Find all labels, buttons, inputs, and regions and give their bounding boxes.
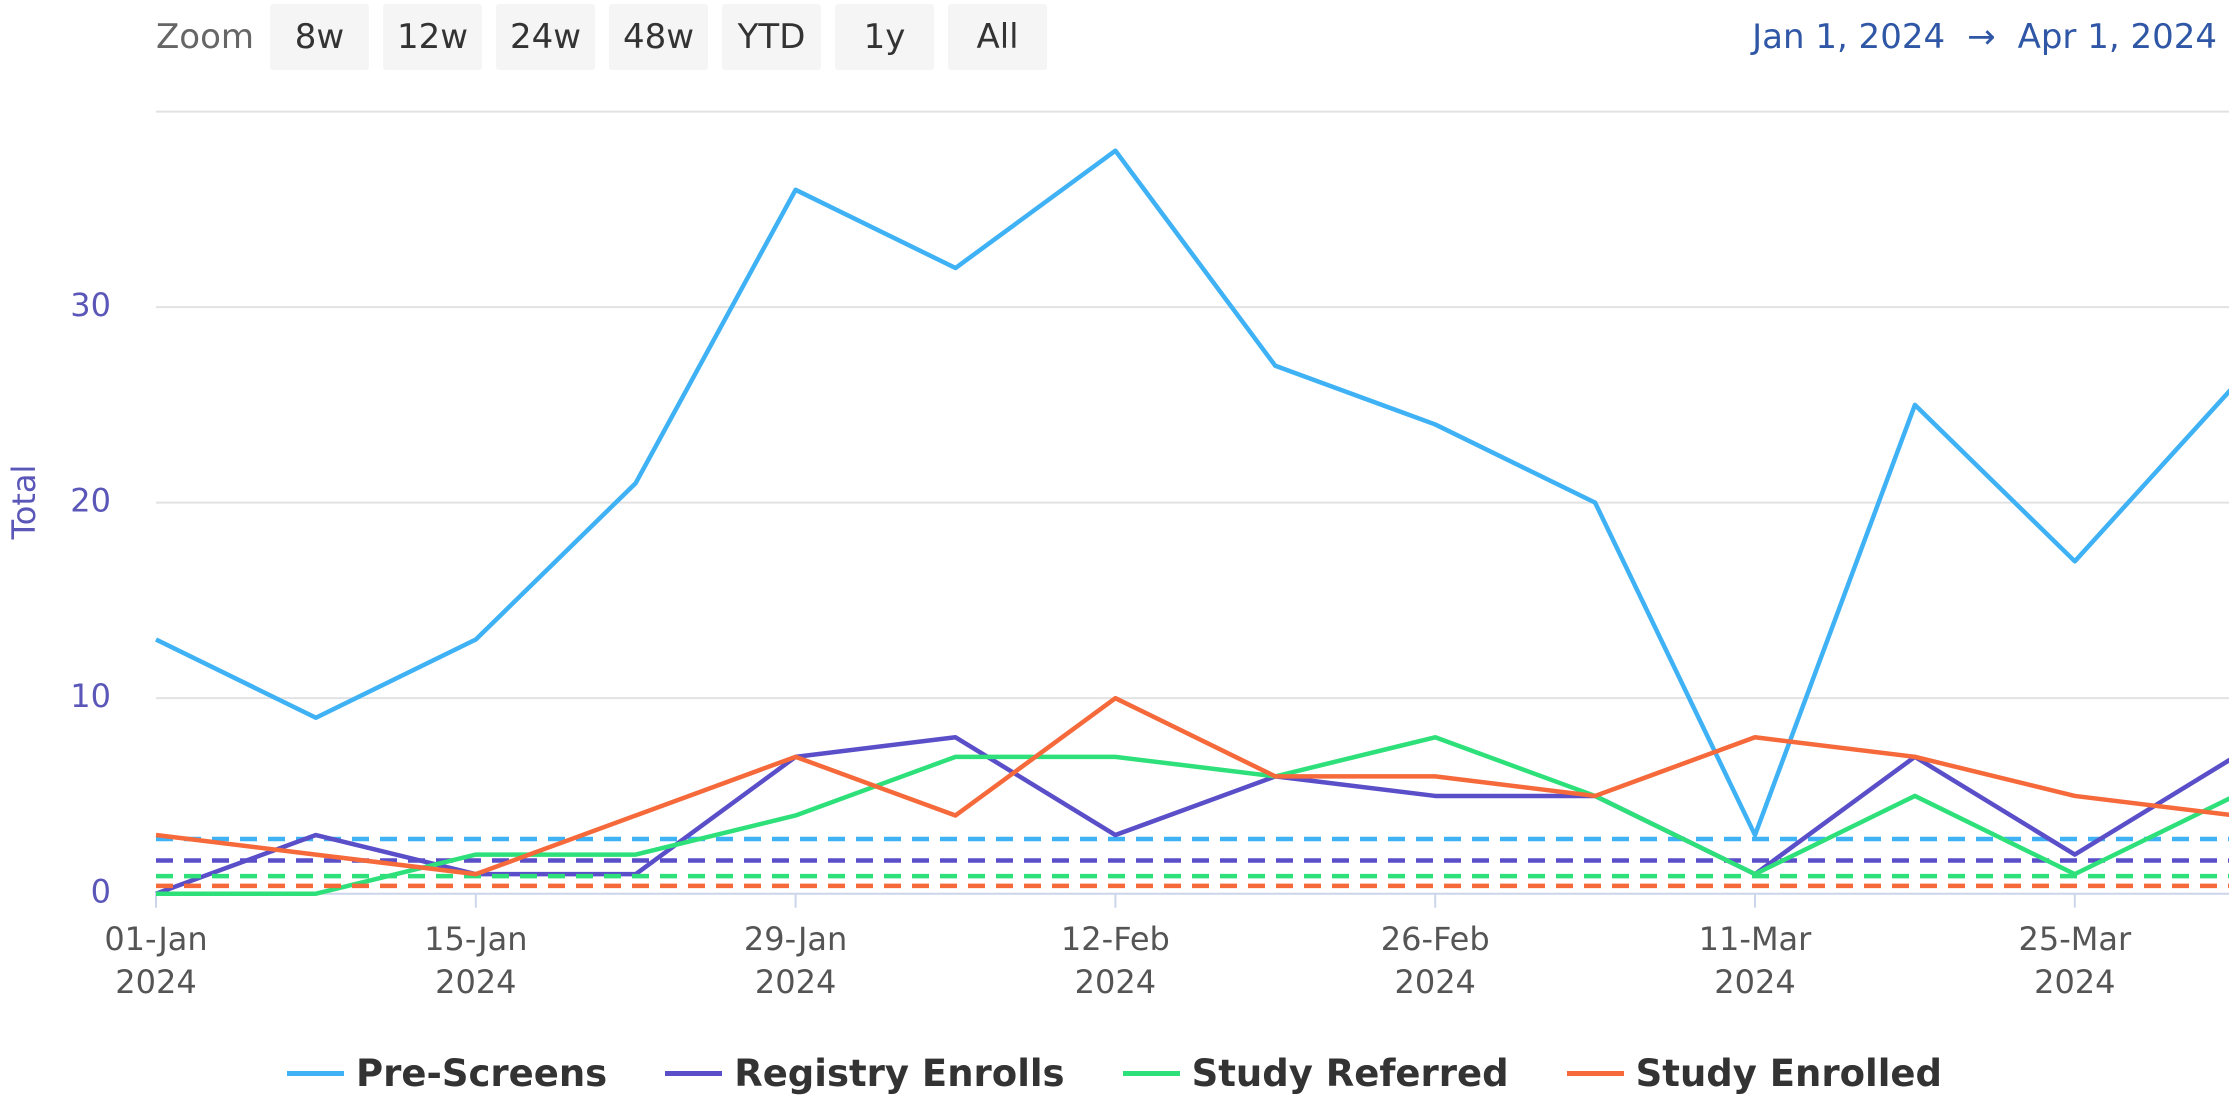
date-range: Jan 1, 2024 → Apr 1, 2024: [1752, 4, 2217, 70]
x-tick-label: 01-Jan 2024: [104, 920, 208, 1001]
legend-item[interactable]: Study Referred: [1122, 1052, 1509, 1095]
y-axis-title: Total: [5, 465, 43, 541]
series-line: [155, 148, 2229, 838]
range-from[interactable]: Jan 1, 2024: [1752, 17, 1946, 57]
x-tick-label: 29-Jan 2024: [743, 920, 848, 1001]
range-to[interactable]: Apr 1, 2024: [2017, 17, 2217, 57]
x-tick-label: 15-Jan 2024: [424, 920, 528, 1001]
zoom-button[interactable]: 8w: [270, 4, 370, 70]
y-tick-label: 0: [91, 873, 111, 911]
x-tick-label: 26-Feb 2024: [1380, 920, 1490, 1001]
legend-item[interactable]: Study Enrolled: [1566, 1052, 1942, 1095]
zoom-button[interactable]: 12w: [383, 4, 483, 70]
legend-label: Pre-Screens: [356, 1052, 608, 1095]
zoom-button[interactable]: YTD: [722, 4, 822, 70]
series-line: [156, 735, 2229, 896]
legend-label: Registry Enrolls: [734, 1052, 1065, 1095]
zoom-button[interactable]: All: [948, 4, 1048, 70]
legend-label: Study Referred: [1191, 1052, 1509, 1095]
series-line: [155, 735, 2229, 896]
legend-label: Study Enrolled: [1635, 1052, 1942, 1095]
y-tick-label: 20: [70, 482, 111, 520]
zoom-button[interactable]: 1y: [835, 4, 935, 70]
legend-swatch: [1566, 1071, 1624, 1076]
zoom-button[interactable]: 48w: [609, 4, 709, 70]
y-tick-label: 10: [70, 677, 111, 715]
x-tick-label: 11-Mar 2024: [1698, 920, 1812, 1001]
zoom-button[interactable]: 24w: [496, 4, 596, 70]
legend-swatch: [665, 1071, 723, 1076]
x-tick-label: 25-Mar 2024: [2018, 920, 2132, 1001]
zoom-label: Zoom: [156, 17, 255, 57]
zoom-toolbar: Zoom 8w 12w 24w 48w YTD 1y All: [156, 4, 1048, 70]
legend-swatch: [287, 1071, 344, 1076]
series-line: [155, 695, 2229, 877]
x-tick-label: 12-Feb 2024: [1060, 920, 1170, 1001]
legend-swatch: [1122, 1071, 1180, 1076]
legend-item[interactable]: Registry Enrolls: [665, 1052, 1065, 1095]
legend-item[interactable]: Pre-Screens: [287, 1052, 607, 1095]
legend: Pre-Screens Registry Enrolls Study Referre…: [0, 1052, 2229, 1095]
range-arrow: →: [1967, 17, 1996, 57]
y-tick-label: 30: [70, 286, 111, 324]
